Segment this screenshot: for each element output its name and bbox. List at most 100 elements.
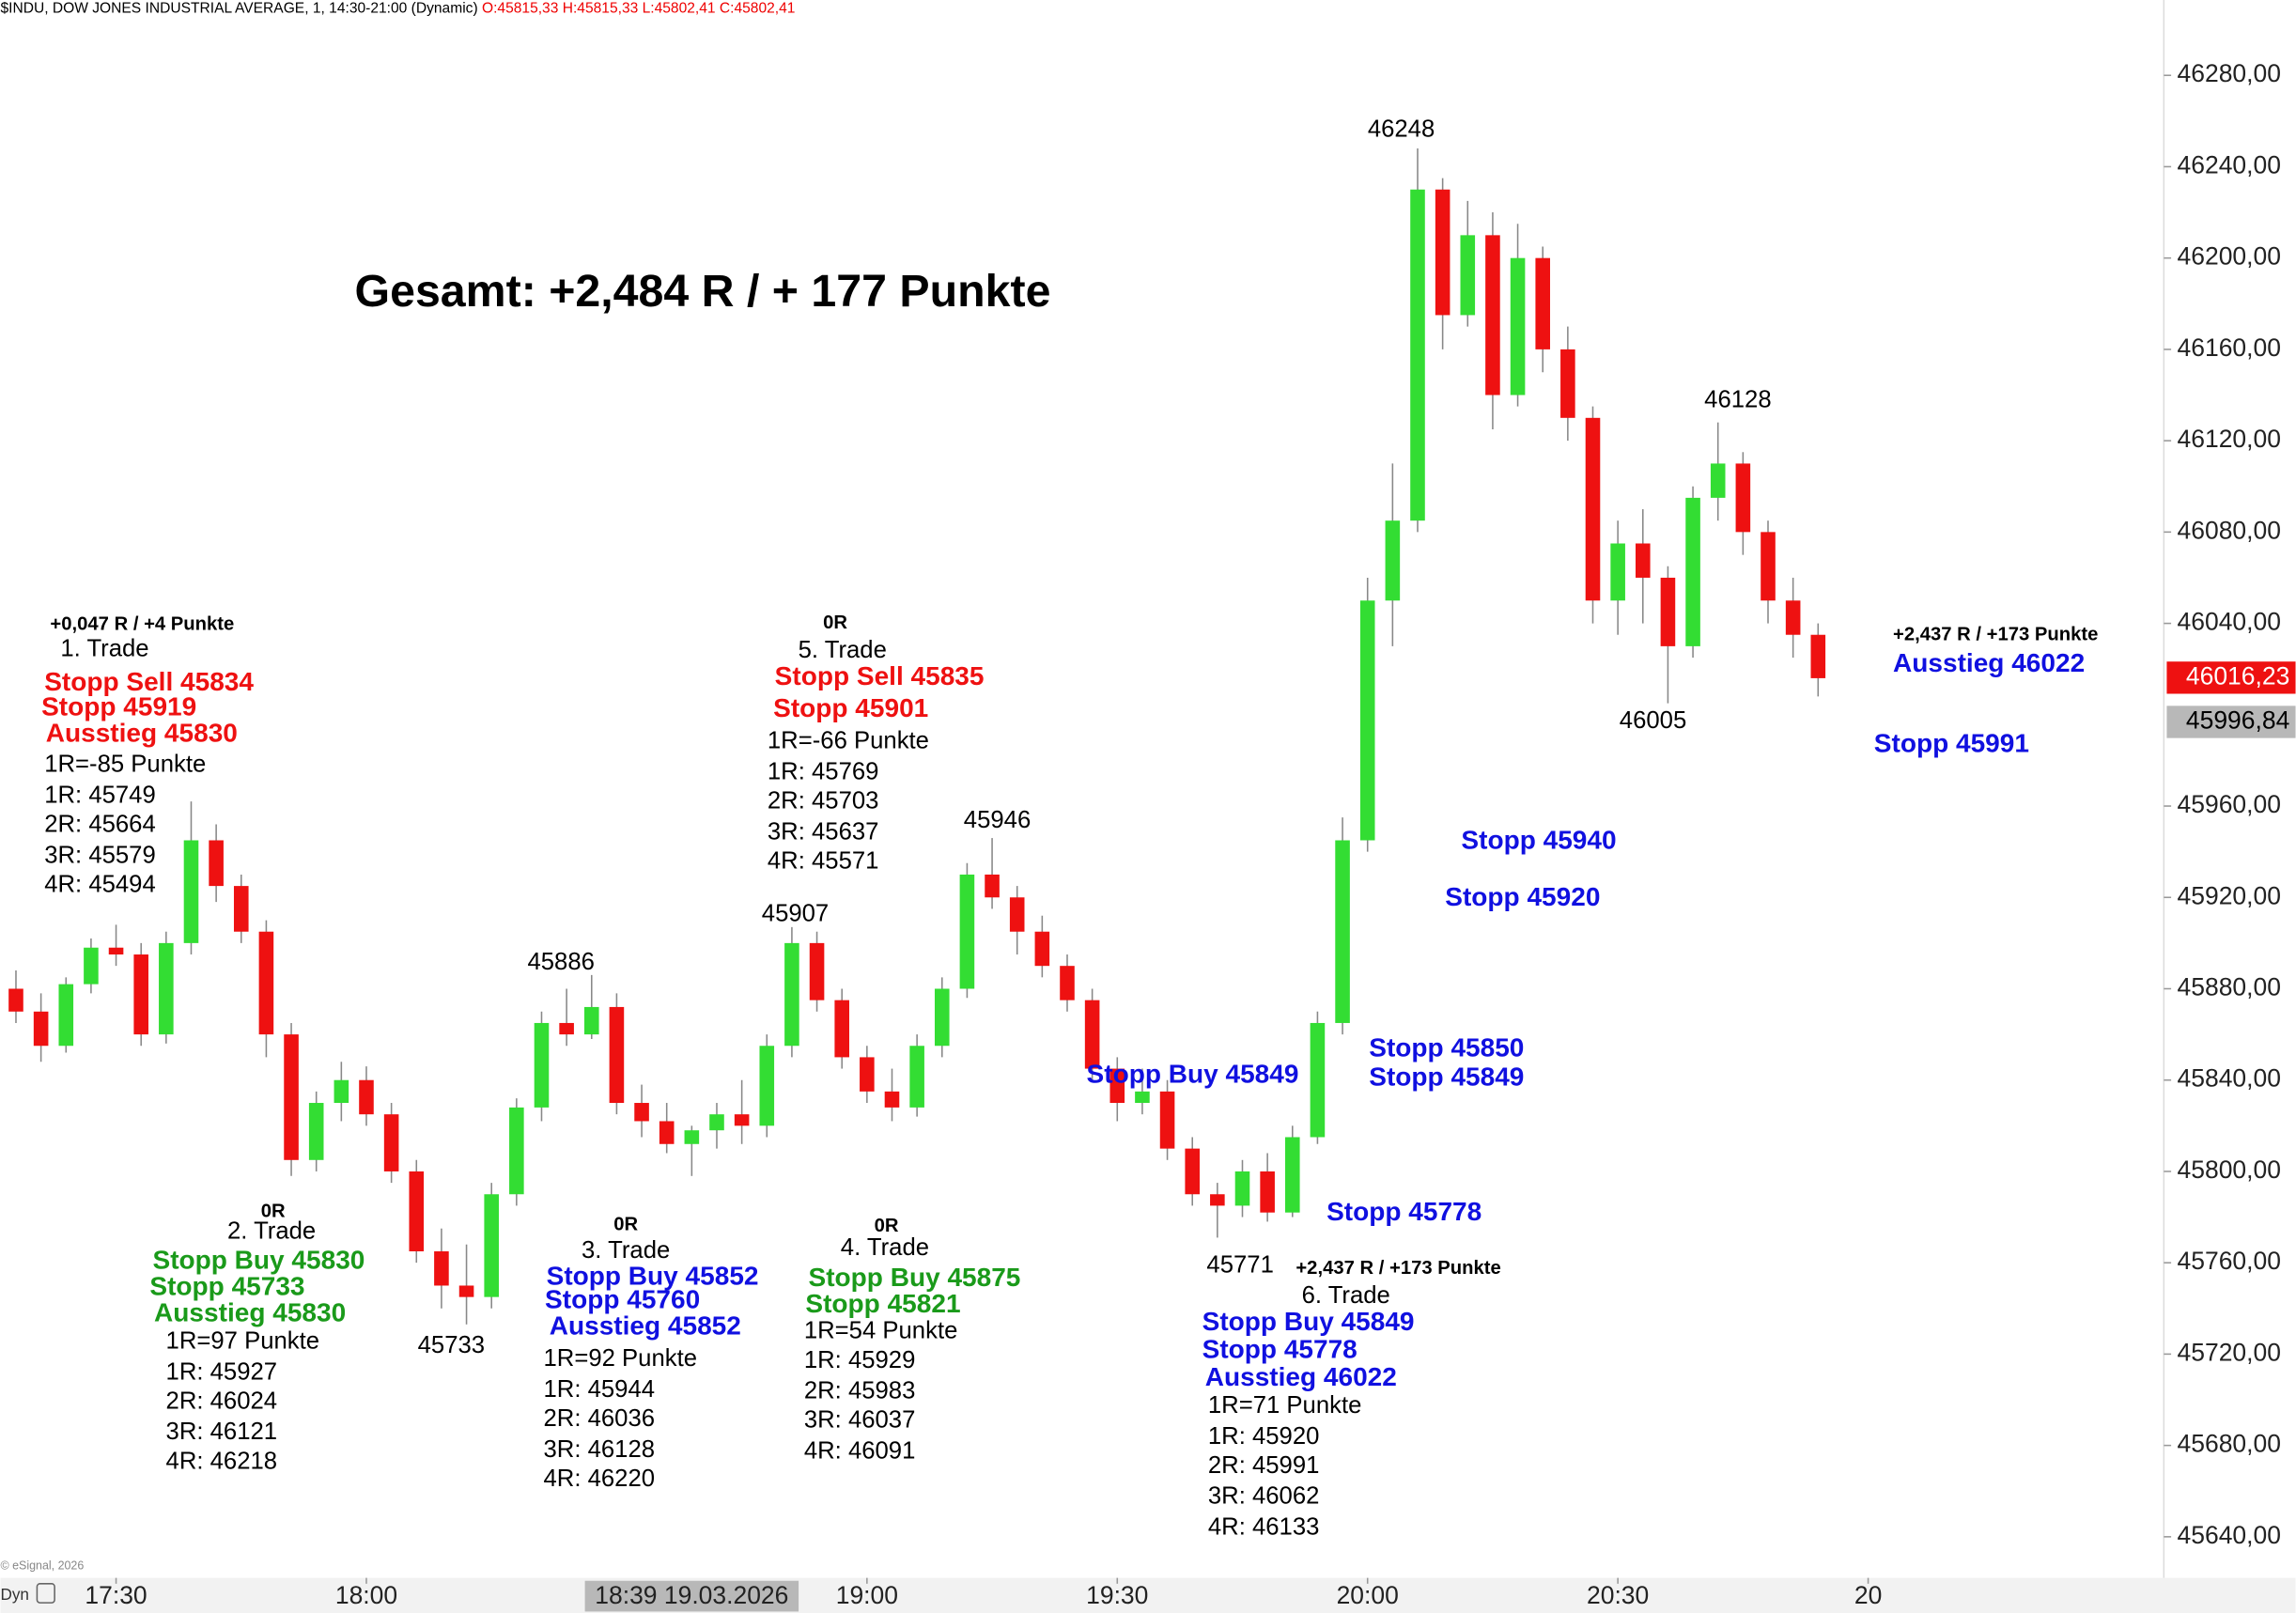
candle-body bbox=[834, 1000, 849, 1058]
candle-body bbox=[133, 954, 148, 1035]
x-tick-label: 17:30 bbox=[85, 1581, 147, 1609]
annotation: 1R=-85 Punkte bbox=[44, 752, 206, 778]
candle-body bbox=[634, 1103, 649, 1122]
candle-body bbox=[934, 988, 950, 1047]
annotation: 2R: 45983 bbox=[804, 1378, 916, 1404]
annotation: +2,437 R / +173 Punkte bbox=[1893, 625, 2098, 645]
annotation: 2R: 45664 bbox=[44, 812, 156, 838]
y-tick-label: 45920,00 bbox=[2178, 881, 2281, 909]
lock-icon[interactable] bbox=[36, 1583, 55, 1604]
annotation: Stopp 45940 bbox=[1461, 825, 1616, 854]
candle-body bbox=[583, 1006, 599, 1035]
candle-body bbox=[434, 1251, 449, 1286]
candle-body bbox=[1310, 1022, 1326, 1138]
crosshair-label: 18:39 19.03.2026 bbox=[595, 1581, 788, 1609]
annotation: Stopp Buy 45849 bbox=[1202, 1307, 1415, 1336]
candle-body bbox=[1084, 1000, 1100, 1069]
candle-body bbox=[1060, 966, 1075, 1000]
header: $INDU, DOW JONES INDUSTRIAL AVERAGE, 1, … bbox=[0, 0, 795, 16]
candle-body bbox=[1159, 1091, 1175, 1149]
annotation: 4R: 46220 bbox=[544, 1466, 656, 1492]
annotation: 4R: 45571 bbox=[768, 847, 879, 874]
candle-body bbox=[484, 1194, 499, 1297]
annotation: 2R: 45991 bbox=[1208, 1452, 1320, 1479]
candle-body bbox=[383, 1114, 399, 1171]
annotation: Stopp 45778 bbox=[1202, 1335, 1357, 1364]
annotation: 6. Trade bbox=[1302, 1282, 1390, 1309]
candle-body bbox=[1685, 497, 1700, 646]
candle-body bbox=[884, 1091, 900, 1108]
candle-body bbox=[1785, 600, 1801, 635]
candle-body bbox=[108, 947, 124, 955]
annotation: 4R: 46091 bbox=[804, 1437, 916, 1464]
price-label: 46005 bbox=[1620, 707, 1686, 734]
candle-body bbox=[1761, 532, 1776, 601]
annotation: Stopp 45991 bbox=[1874, 728, 2029, 757]
annotation: Stopp Buy 45830 bbox=[153, 1245, 365, 1274]
candle-body bbox=[209, 840, 224, 887]
annotation: +2,437 R / +173 Punkte bbox=[1295, 1258, 1500, 1279]
candle-body bbox=[334, 1079, 349, 1104]
candle-body bbox=[1635, 543, 1651, 578]
candle-body bbox=[1135, 1091, 1150, 1104]
candle-body bbox=[909, 1046, 924, 1108]
candle-body bbox=[1234, 1171, 1250, 1206]
annotation: 3R: 45579 bbox=[44, 842, 156, 868]
annotation: 4R: 46133 bbox=[1208, 1513, 1320, 1540]
y-tick-label: 46120,00 bbox=[2178, 425, 2281, 453]
price-box bbox=[2166, 661, 2296, 694]
annotation: 4R: 45494 bbox=[44, 871, 156, 897]
x-tick-label: 20:30 bbox=[1587, 1581, 1649, 1609]
annotation: Stopp Sell 45834 bbox=[44, 667, 254, 696]
candle-body bbox=[1260, 1171, 1275, 1213]
annotation: 0R bbox=[823, 613, 847, 633]
annotation: Stopp Buy 45875 bbox=[809, 1263, 1021, 1292]
time-axis-bar bbox=[0, 1577, 2296, 1613]
price-label: 46248 bbox=[1368, 116, 1435, 142]
candle-body bbox=[1660, 577, 1676, 646]
candle-body bbox=[559, 1022, 574, 1035]
header-symbol: $INDU, DOW JONES INDUSTRIAL AVERAGE, 1, … bbox=[0, 0, 477, 16]
x-tick-label: 20:00 bbox=[1337, 1581, 1399, 1609]
y-tick-label: 45840,00 bbox=[2178, 1064, 2281, 1093]
candle-body bbox=[1460, 235, 1476, 316]
price-label: 45946 bbox=[964, 807, 1031, 833]
annotation: Ausstieg 45830 bbox=[46, 719, 238, 748]
annotation: 2R: 46036 bbox=[544, 1405, 656, 1432]
annotation: 1R: 45749 bbox=[44, 782, 156, 808]
annotation: 1R: 45920 bbox=[1208, 1423, 1320, 1450]
annotation: Stopp 45920 bbox=[1445, 882, 1600, 911]
x-tick-label: 19:30 bbox=[1086, 1581, 1148, 1609]
y-tick-label: 45720,00 bbox=[2178, 1338, 2281, 1366]
price-label: 45886 bbox=[527, 949, 594, 975]
candle-body bbox=[609, 1006, 625, 1104]
header-ohlc: O:45815,33 H:45815,33 L:45802,41 C:45802… bbox=[482, 0, 795, 16]
candle-body bbox=[1210, 1194, 1225, 1206]
price-box-label: 45996,84 bbox=[2186, 706, 2289, 734]
y-tick-label: 45760,00 bbox=[2178, 1247, 2281, 1275]
candle-body bbox=[734, 1114, 750, 1126]
annotation: Stopp 45760 bbox=[545, 1285, 700, 1314]
candle-body bbox=[1810, 634, 1826, 678]
annotation: Ausstieg 45830 bbox=[154, 1298, 346, 1327]
y-tick-label: 46240,00 bbox=[2178, 150, 2281, 178]
price-label: 45907 bbox=[762, 901, 829, 927]
annotation: Stopp 45821 bbox=[805, 1289, 960, 1318]
candle-body bbox=[1359, 600, 1375, 841]
candle-body bbox=[1185, 1148, 1201, 1195]
candle-body bbox=[183, 840, 199, 943]
candle-body bbox=[985, 874, 1000, 898]
annotation: Ausstieg 46022 bbox=[1205, 1362, 1397, 1391]
candle-body bbox=[409, 1171, 425, 1252]
candle-body bbox=[1009, 897, 1025, 932]
y-tick-label: 46200,00 bbox=[2178, 242, 2281, 271]
annotation: 1R=-66 Punkte bbox=[768, 728, 929, 754]
annotation: 2R: 46024 bbox=[166, 1388, 278, 1414]
candle-body bbox=[1284, 1137, 1300, 1213]
annotation: 1R=54 Punkte bbox=[804, 1318, 958, 1344]
annotation: 2R: 45703 bbox=[768, 788, 879, 814]
price-label: 45733 bbox=[418, 1332, 485, 1358]
annotation: 1R=97 Punkte bbox=[166, 1328, 320, 1355]
candle-body bbox=[959, 874, 975, 989]
candle-body bbox=[1385, 520, 1401, 601]
